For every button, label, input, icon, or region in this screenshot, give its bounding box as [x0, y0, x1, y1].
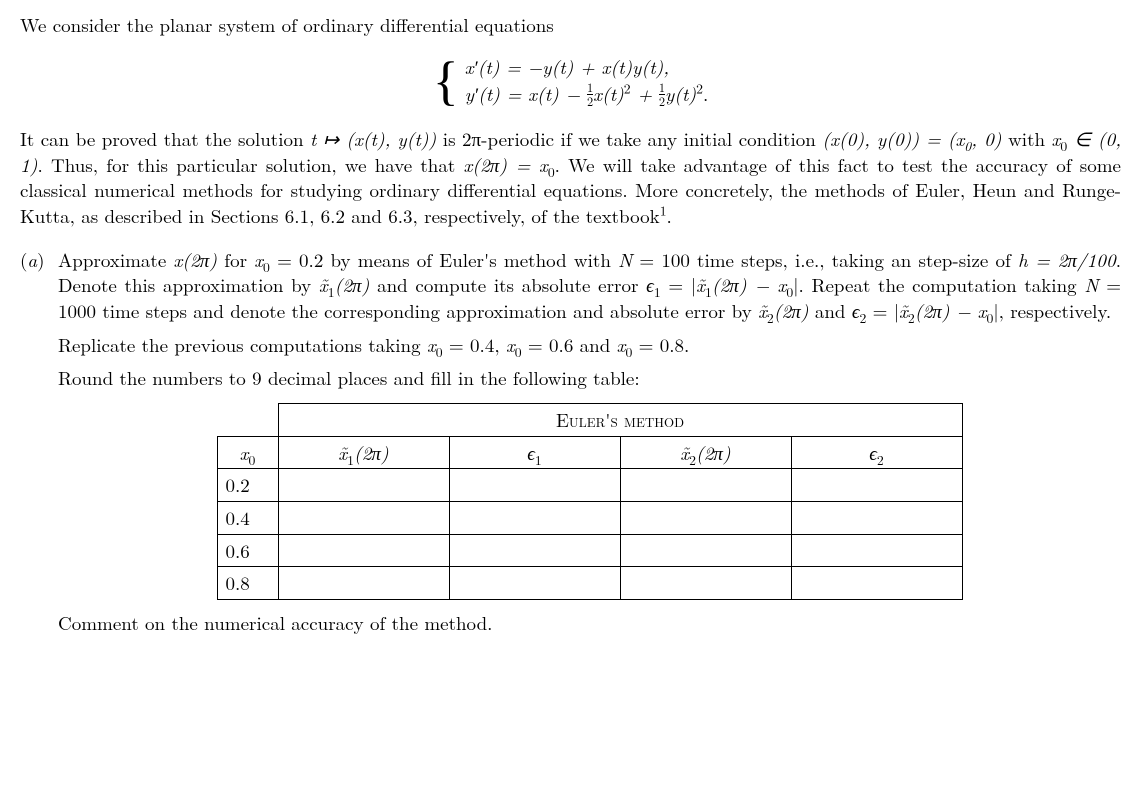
table-corner-cell — [217, 403, 278, 436]
table-header-row: x0 x̃1(2π) ϵ1 x̃2(2π) ϵ2 — [217, 436, 962, 469]
ode-system: { x′(t) = −y(t) + x(t)y(t), y′(t) = x(t)… — [20, 52, 1121, 111]
col-eps2: ϵ2 — [791, 436, 962, 469]
table-row: 0.2 — [217, 469, 962, 502]
problem-item-a: (a) Approximate x(2π) for x0 = 0.2 by me… — [20, 247, 1121, 644]
col-x1tilde: x̃1(2π) — [278, 436, 449, 469]
table-row: 0.8 — [217, 567, 962, 600]
col-eps1: ϵ1 — [449, 436, 620, 469]
item-a-paragraph-2: Replicate the previous computations taki… — [58, 332, 1121, 358]
results-table: Euler's method x0 x̃1(2π) ϵ1 x̃2(2π) ϵ2 … — [217, 403, 963, 600]
table-title: Euler's method — [278, 403, 962, 436]
intro-paragraph: We consider the planar system of ordinar… — [20, 12, 1121, 38]
item-a-paragraph-1: Approximate x(2π) for x0 = 0.2 by means … — [58, 247, 1121, 324]
table-row: 0.6 — [217, 534, 962, 567]
equation-2: y′(t) = x(t) − 12x(t)2 + 12y(t)2. — [465, 81, 709, 108]
periodicity-paragraph: It can be proved that the solution t ↦ (… — [20, 126, 1121, 229]
col-x2tilde: x̃2(2π) — [620, 436, 791, 469]
item-label: (a) — [20, 247, 58, 273]
item-a-paragraph-3: Round the numbers to 9 decimal places an… — [58, 365, 1121, 391]
left-brace: { — [433, 54, 459, 108]
item-a-paragraph-4: Comment on the numerical accuracy of the… — [58, 610, 1121, 636]
footnote-marker: 1 — [660, 201, 667, 220]
table-row: 0.4 — [217, 501, 962, 534]
equation-1: x′(t) = −y(t) + x(t)y(t), — [465, 54, 709, 80]
col-x0: x0 — [217, 436, 278, 469]
